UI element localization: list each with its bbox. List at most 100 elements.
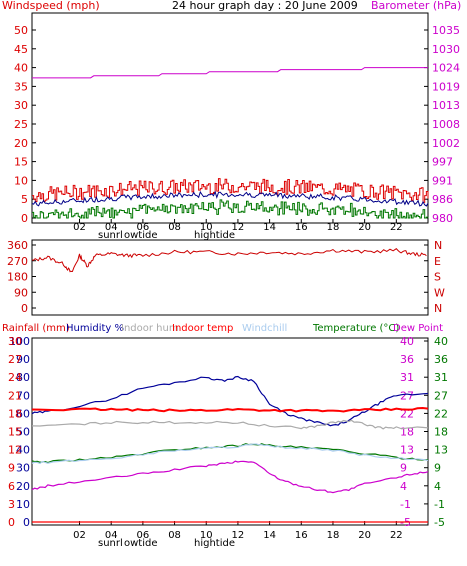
humidity-tick-label: 70 <box>16 389 30 402</box>
x-tick-label: 18 <box>327 530 340 541</box>
temperature-ticks-outer: -5 -1 4 9 13 18 22 27 31 36 40 <box>424 335 448 529</box>
windspeed-tick-label: 20 <box>14 137 28 150</box>
barometer-tick-label: 1002 <box>432 137 460 150</box>
x-tick-label: 22 <box>390 222 403 233</box>
legend-temperature: Temperature (°C) <box>312 323 399 334</box>
barometer-tick-label: 997 <box>432 156 453 169</box>
temperature-tick-label: -1 <box>434 498 445 511</box>
x-tick-label: 02 <box>73 530 86 541</box>
windspeed-tick-label: 15 <box>14 156 28 169</box>
windspeed-tick-label: 30 <box>14 99 28 112</box>
x-tick-label: 10 <box>200 530 213 541</box>
marker-sunrise: sunrl <box>98 230 123 241</box>
marker-hightide: hightide <box>194 230 235 241</box>
panel-3-frame <box>31 337 429 526</box>
temperature-tick-label: 22 <box>434 407 448 420</box>
temperature-tick-label: 36 <box>434 353 448 366</box>
temperature-tick-label: 40 <box>434 335 448 348</box>
panel-3-series <box>31 375 429 523</box>
temperature-tick-label: 9 <box>400 462 407 475</box>
dew-point-line <box>31 460 429 494</box>
windspeed-tick-label: 10 <box>14 174 28 187</box>
barometer-line <box>32 67 428 79</box>
rainfall-tick-label: 9 <box>8 462 15 475</box>
temperature-tick-label: 9 <box>434 462 441 475</box>
x-tick-label: 08 <box>168 530 181 541</box>
x-tick-label: 06 <box>137 530 150 541</box>
barometer-tick-label: 1035 <box>432 24 460 37</box>
temperature-tick-label: 27 <box>434 389 448 402</box>
temperature-tick-label: 36 <box>400 353 414 366</box>
barometer-tick-label: 1008 <box>432 118 460 131</box>
marker-sunrise: sunrl <box>98 538 123 549</box>
x-tick-label: 10 <box>200 222 213 233</box>
barometer-tick-label: 980 <box>432 212 453 225</box>
temperature-tick-label: -1 <box>400 498 411 511</box>
windspeed-tick-label: 45 <box>14 43 28 56</box>
x-tick-label: 16 <box>295 222 308 233</box>
humidity-tick-label: 30 <box>16 462 30 475</box>
direction-compass-label: N <box>434 302 442 315</box>
legend-indoor-temp: Indoor temp <box>172 323 233 334</box>
x-tick-label: 12 <box>232 530 245 541</box>
legend-windchill: Windchill <box>242 323 287 334</box>
direction-compass-label: S <box>434 271 441 284</box>
windspeed-tick-label: 50 <box>14 24 28 37</box>
windspeed-axis-label: Windspeed (mph) <box>2 0 100 12</box>
panel-3-x-ticks: 02 04 06 08 10 12 14 16 18 20 22 <box>73 521 403 541</box>
wind-gust-line <box>32 178 429 203</box>
wind-average-line <box>31 190 429 207</box>
windspeed-tick-label: 25 <box>14 118 28 131</box>
windspeed-ticks: 0 5 10 15 20 25 30 35 40 45 50 <box>14 24 36 225</box>
temperature-tick-label: 4 <box>434 480 441 493</box>
x-tick-label: 14 <box>263 530 276 541</box>
barometer-tick-label: 991 <box>432 174 453 187</box>
barometer-tick-label: 1013 <box>432 99 460 112</box>
x-tick-label: 20 <box>358 222 371 233</box>
x-tick-label: 12 <box>232 222 245 233</box>
marker-lowtide: owtide <box>124 538 158 549</box>
barometer-tick-label: 1024 <box>432 62 460 75</box>
temperature-tick-label: 31 <box>400 371 414 384</box>
legend-rainfall: Rainfall (mm) <box>2 323 70 334</box>
rainfall-tick-label: 12 <box>8 444 22 457</box>
temperature-tick-label: 40 <box>400 335 414 348</box>
barometer-axis-label: Barometer (hPa) <box>371 0 461 12</box>
windspeed-tick-label: 5 <box>21 193 28 206</box>
wind-low-line <box>32 199 429 219</box>
windspeed-tick-label: 0 <box>21 212 28 225</box>
temperature-tick-label: 13 <box>400 444 414 457</box>
direction-degree-label: 180 <box>7 271 28 284</box>
barometer-ticks: 980 986 991 997 1002 1008 1013 1019 1024 1030 1035 <box>424 24 460 225</box>
x-tick-label: 22 <box>390 530 403 541</box>
panel-1-x-ticks: 02 04 06 08 10 12 14 16 18 20 22 <box>73 219 403 233</box>
x-tick-label: 04 <box>105 530 118 541</box>
chart-title: 24 hour graph day : 20 June 2009 <box>172 0 358 12</box>
rainfall-tick-label: 21 <box>8 389 22 402</box>
temperature-tick-label: 31 <box>434 371 448 384</box>
wind-direction-line <box>31 247 427 273</box>
legend-indoor-hum: Indoor hum <box>121 323 179 334</box>
x-tick-label: 20 <box>358 530 371 541</box>
humidity-tick-label: 100 <box>9 335 30 348</box>
direction-degree-label: 360 <box>7 239 28 252</box>
x-tick-label: 14 <box>263 222 276 233</box>
direction-degree-label: 0 <box>21 302 28 315</box>
rainfall-tick-label: 24 <box>8 371 22 384</box>
legend-dew-point: Dew Point <box>393 323 443 334</box>
x-tick-label: 16 <box>295 530 308 541</box>
humidity-tick-label: 20 <box>16 480 30 493</box>
humidity-tick-label: 80 <box>16 371 30 384</box>
humidity-tick-label: 60 <box>16 407 30 420</box>
panel-wind-barometer: Windspeed (mph) 24 hour graph day : 20 J… <box>2 0 461 241</box>
direction-compass-label: E <box>434 255 441 268</box>
humidity-tick-label: 40 <box>16 444 30 457</box>
barometer-tick-label: 1019 <box>432 80 460 93</box>
barometer-tick-label: 1030 <box>432 43 460 56</box>
humidity-line <box>31 375 429 427</box>
legend-humidity: Humidity % <box>66 323 124 334</box>
